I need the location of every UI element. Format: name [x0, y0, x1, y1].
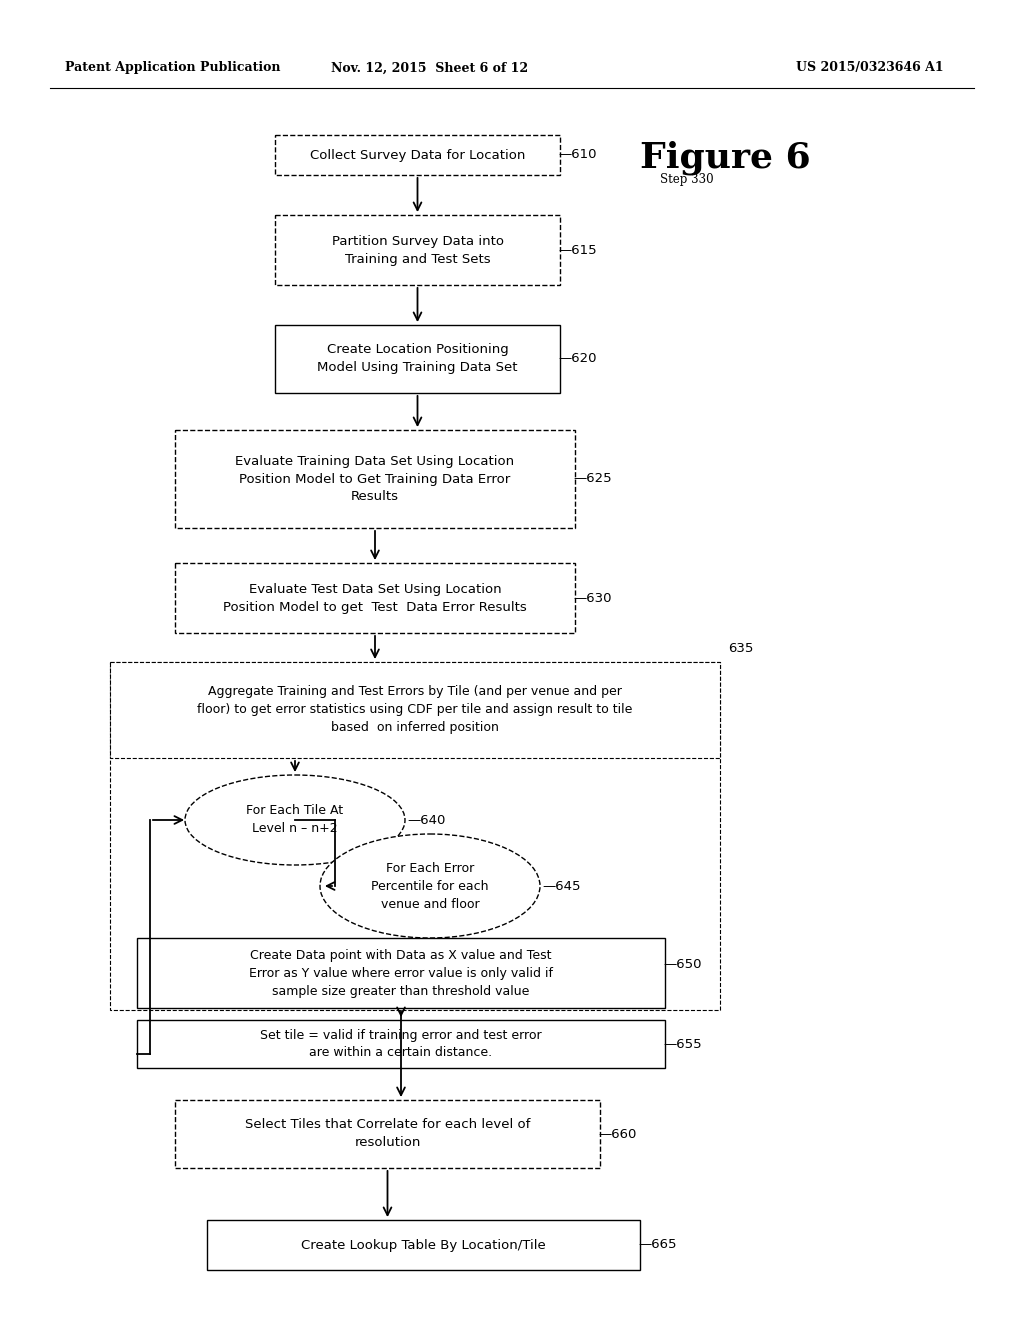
- Ellipse shape: [185, 775, 406, 865]
- Bar: [175, 1100, 600, 1168]
- Bar: [137, 939, 665, 1008]
- Bar: [275, 135, 560, 176]
- Bar: [275, 215, 560, 285]
- Text: —665: —665: [638, 1238, 677, 1251]
- Text: Create Lookup Table By Location/Tile: Create Lookup Table By Location/Tile: [301, 1238, 546, 1251]
- Text: Create Location Positioning
Model Using Training Data Set: Create Location Positioning Model Using …: [317, 343, 518, 375]
- Text: US 2015/0323646 A1: US 2015/0323646 A1: [797, 62, 944, 74]
- Text: —655: —655: [663, 1038, 701, 1051]
- Text: —650: —650: [663, 958, 701, 972]
- Text: For Each Error
Percentile for each
venue and floor: For Each Error Percentile for each venue…: [372, 862, 488, 911]
- Bar: [110, 663, 720, 1010]
- Text: Nov. 12, 2015  Sheet 6 of 12: Nov. 12, 2015 Sheet 6 of 12: [332, 62, 528, 74]
- Text: Evaluate Training Data Set Using Location
Position Model to Get Training Data Er: Evaluate Training Data Set Using Locatio…: [236, 454, 515, 503]
- Bar: [175, 564, 575, 634]
- Text: Set tile = valid if training error and test error
are within a certain distance.: Set tile = valid if training error and t…: [260, 1028, 542, 1060]
- Text: 635: 635: [728, 642, 754, 655]
- Text: For Each Tile At
Level n – n+2: For Each Tile At Level n – n+2: [247, 804, 344, 836]
- Text: Evaluate Test Data Set Using Location
Position Model to get  Test  Data Error Re: Evaluate Test Data Set Using Location Po…: [223, 582, 527, 614]
- Bar: [207, 1220, 640, 1270]
- Text: —620: —620: [558, 352, 597, 366]
- Text: —615: —615: [558, 243, 597, 256]
- Text: —660: —660: [598, 1127, 636, 1140]
- Text: Figure 6: Figure 6: [640, 141, 811, 176]
- Bar: [175, 430, 575, 528]
- Text: Partition Survey Data into
Training and Test Sets: Partition Survey Data into Training and …: [332, 235, 504, 265]
- Text: Aggregate Training and Test Errors by Tile (and per venue and per
floor) to get : Aggregate Training and Test Errors by Ti…: [198, 685, 633, 734]
- Bar: [110, 663, 720, 758]
- Text: Patent Application Publication: Patent Application Publication: [65, 62, 281, 74]
- Text: —610: —610: [558, 149, 597, 161]
- Text: —645: —645: [542, 879, 581, 892]
- Bar: [275, 325, 560, 393]
- Text: Collect Survey Data for Location: Collect Survey Data for Location: [310, 149, 525, 161]
- Text: Select Tiles that Correlate for each level of
resolution: Select Tiles that Correlate for each lev…: [245, 1118, 530, 1150]
- Text: —640: —640: [407, 813, 445, 826]
- Text: Step 330: Step 330: [660, 173, 714, 186]
- Bar: [137, 1020, 665, 1068]
- Ellipse shape: [319, 834, 540, 939]
- Text: —630: —630: [573, 591, 611, 605]
- Text: Create Data point with Data as X value and Test
Error as Y value where error val: Create Data point with Data as X value a…: [249, 949, 553, 998]
- Text: —625: —625: [573, 473, 611, 486]
